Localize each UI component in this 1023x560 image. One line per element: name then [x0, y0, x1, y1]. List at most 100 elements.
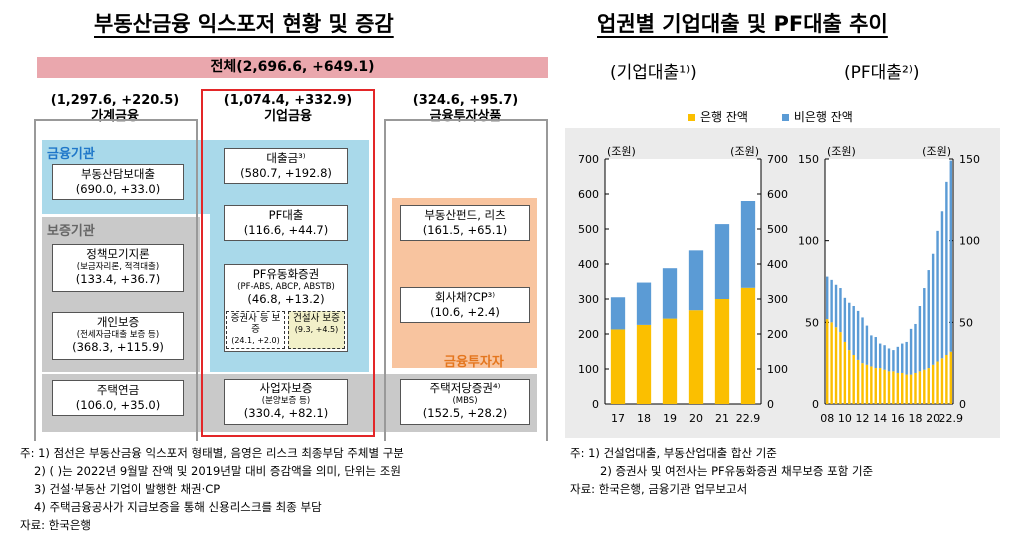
mortgage-box: 부동산담보대출 (690.0, +33.0) [52, 164, 184, 200]
mbs-sub: (MBS) [452, 396, 478, 406]
chart2-bar-nonbank [861, 317, 864, 364]
chart1-ytick-label-left: 100 [578, 363, 599, 376]
chart2-bar-nonbank [914, 323, 917, 373]
chart2-bar-nonbank [856, 310, 860, 360]
chart2-bar-bank [945, 355, 948, 404]
policy-mortgage-sub: (보금자리론, 적격대출) [76, 262, 160, 272]
legend-nonbank-swatch [781, 114, 789, 121]
personal-guarantee-value: (368.3, +115.9) [72, 340, 164, 354]
chart1-ytick-label-left: 500 [578, 223, 599, 236]
personal-guarantee-sub: (전세자금대출 보증 등) [76, 330, 160, 340]
chart2-bar-bank [825, 319, 829, 404]
chart1-bar-bank [714, 299, 730, 404]
chart2-bar-bank [834, 327, 838, 404]
chart2-bar-nonbank [887, 348, 891, 372]
chart2-bar-bank [843, 341, 847, 404]
chart1-ytick-label-left: 400 [578, 258, 599, 271]
chart1-ytick-label-right: 100 [767, 363, 788, 376]
chart2-unit-left: (조원) [827, 145, 856, 158]
chart2-bar-nonbank [848, 302, 851, 351]
chart2-bar-nonbank [883, 345, 886, 370]
business-guarantee-box: 사업자보증 (분양보증 등) (330.4, +82.1) [224, 379, 348, 425]
legend-nonbank-label: 비은행 잔액 [793, 110, 853, 124]
re-funds-box: 부동산펀드, 리츠 (161.5, +65.1) [400, 205, 530, 241]
chart2-bar-nonbank [874, 337, 877, 369]
chart1-bar-nonbank [610, 297, 626, 330]
chart1-ytick-label-left: 700 [578, 153, 599, 166]
chart2-bar-bank [901, 372, 904, 404]
chart1-subtitle: (기업대출¹⁾) [610, 63, 697, 83]
policy-mortgage-box: 정책모기지론 (보금자리론, 적격대출) (133.4, +36.7) [52, 244, 184, 292]
chart1-ytick-label-left: 0 [592, 398, 599, 411]
chart2-bar-bank [918, 371, 922, 404]
chart2-xtick-label: 16 [891, 412, 905, 425]
investment-bracket [384, 119, 548, 441]
right-title: 업권별 기업대출 및 PF대출 추이 [597, 12, 888, 36]
pf-loan-chart: 0 0 50 50 100 100 150 150 (조원) (조원) 08 10 12 14 16 18 20… [798, 145, 980, 425]
chart2-xtick-label: 18 [908, 412, 922, 425]
sec-guarantee-box: 증권사 등 보증 (24.1, +2.0) [226, 311, 285, 349]
chart1-xtick-label: 21 [715, 412, 729, 425]
chart1-plot-area [605, 159, 761, 404]
chart2-bar-nonbank [940, 211, 944, 359]
sec-guarantee-value: (24.1, +2.0) [231, 336, 280, 345]
policy-mortgage-name: 정책모기지론 [86, 247, 150, 261]
constr-guarantee-value: (9.3, +4.5) [294, 325, 339, 334]
pf-loans-value: (116.6, +44.7) [243, 223, 329, 237]
chart1-xtick-label: 22.9 [736, 412, 761, 425]
left-note-4: 4) 주택금융공사가 지급보증을 통해 신용리스크를 최종 부담 [34, 500, 322, 514]
chart1-bar-nonbank [688, 250, 704, 311]
chart2-xtick-label: 14 [873, 412, 887, 425]
chart2-bar-nonbank [870, 335, 873, 367]
fin-inst-label: 금융기관 [47, 147, 95, 162]
household-amount: (1,297.6, +220.5) [50, 93, 180, 108]
chart2-bar-bank [870, 366, 873, 404]
chart1-ytick-label-right: 300 [767, 293, 788, 306]
policy-mortgage-value: (133.4, +36.7) [75, 272, 161, 286]
chart2-bar-bank [839, 332, 842, 404]
chart2-bar-nonbank [865, 325, 869, 365]
chart2-bar-bank [878, 368, 882, 404]
loans-value: (580.7, +192.8) [240, 166, 332, 180]
chart2-bar-bank [923, 369, 926, 404]
chart2-bar-bank [883, 369, 886, 404]
chart2-bar-nonbank [905, 341, 908, 375]
personal-guarantee-box: 개인보증 (전세자금대출 보증 등) (368.3, +115.9) [52, 312, 184, 360]
right-note-1: 주: 1) 건설업대출, 부동산업대출 합산 기준 [570, 446, 777, 460]
chart1-xtick-label: 19 [663, 412, 677, 425]
chart1-ytick-label-right: 200 [767, 328, 788, 341]
chart1-ytick-label-right: 0 [767, 398, 774, 411]
chart1-bar-bank [662, 318, 678, 404]
chart1-ytick-label-right: 600 [767, 188, 788, 201]
chart2-bar-nonbank [909, 328, 913, 375]
re-funds-value: (161.5, +65.1) [422, 223, 508, 237]
left-title: 부동산금융 익스포저 현황 및 증감 [94, 12, 394, 36]
right-note-2: 2) 증권사 및 여전사는 PF유동화증권 채무보증 포함 기준 [600, 464, 874, 478]
corporate-header: (1,074.4, +332.9) 기업금융 [203, 93, 373, 125]
chart2-ytick-label-left: 50 [805, 316, 819, 329]
chart2-bar-bank [909, 374, 913, 404]
chart2-ytick-label-right: 0 [959, 398, 966, 411]
corp-bonds-value: (10.6, +2.4) [430, 305, 500, 319]
pf-securities-sub: (PF-ABS, ABCP, ABSTB) [237, 282, 335, 292]
chart2-bar-bank [896, 372, 900, 404]
chart2-bar-nonbank [896, 346, 900, 373]
sec-guarantee-name: 증권사 등 보증 [230, 313, 281, 335]
mbs-value: (152.5, +28.2) [422, 406, 508, 420]
chart1-bar-bank [740, 287, 756, 404]
chart2-bar-nonbank [830, 279, 833, 323]
left-source: 자료: 한국은행 [20, 518, 92, 532]
corporate-amount: (1,074.4, +332.9) [223, 93, 353, 108]
legend-bank-label: 은행 잔액 [700, 110, 748, 124]
chart1-bar-nonbank [662, 268, 678, 319]
corporate-loan-chart: 0 0 100 100 200 200 300 300 400 400 500 500 600 600 70… [578, 145, 788, 425]
chart2-ytick-label-left: 150 [798, 153, 819, 166]
chart1-xtick-label: 17 [611, 412, 625, 425]
loans-box: 대출금³⁾ (580.7, +192.8) [224, 148, 348, 184]
chart2-bar-nonbank [936, 230, 939, 362]
left-note-2: 2) ( )는 2022년 9월말 잔액 및 2019년말 대비 증감액을 의미… [34, 464, 401, 478]
household-bracket [34, 119, 198, 441]
corporate-highlight-frame [201, 89, 375, 437]
business-guarantee-sub: (분양보증 등) [261, 396, 311, 406]
